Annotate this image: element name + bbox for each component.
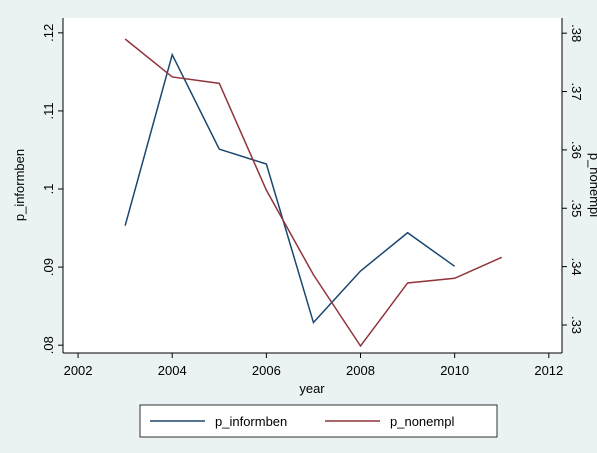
x-tick-label: 2008	[346, 363, 375, 378]
x-tick-label: 2010	[440, 363, 469, 378]
y2-tick-label: .38	[569, 24, 584, 42]
legend-label: p_nonempl	[390, 414, 454, 429]
series-line	[124, 38, 503, 348]
y-tick-label: .12	[41, 24, 56, 42]
y2-tick-label: .37	[569, 82, 584, 100]
y2-tick-label: .33	[569, 316, 584, 334]
y-tick-label: .09	[41, 258, 56, 276]
x-tick-label: 2006	[252, 363, 281, 378]
x-tick-label: 2002	[64, 363, 93, 378]
x-tick-label: 2012	[534, 363, 563, 378]
plot-area	[63, 18, 562, 353]
y2-tick-label: .35	[569, 199, 584, 217]
x-tick-label: 2004	[158, 363, 187, 378]
y-tick-label: .08	[41, 336, 56, 354]
y-tick-label: .11	[41, 102, 56, 119]
x-axis-title: year	[299, 381, 325, 396]
series-line	[124, 52, 456, 325]
y2-tick-label: .34	[569, 258, 584, 276]
y-axis-title: p_informben	[12, 149, 27, 221]
y2-axis-title: p_nonempl	[587, 153, 597, 217]
y-tick-label: .1	[41, 184, 56, 195]
legend-label: p_informben	[215, 414, 287, 429]
y2-tick-label: .36	[569, 141, 584, 159]
